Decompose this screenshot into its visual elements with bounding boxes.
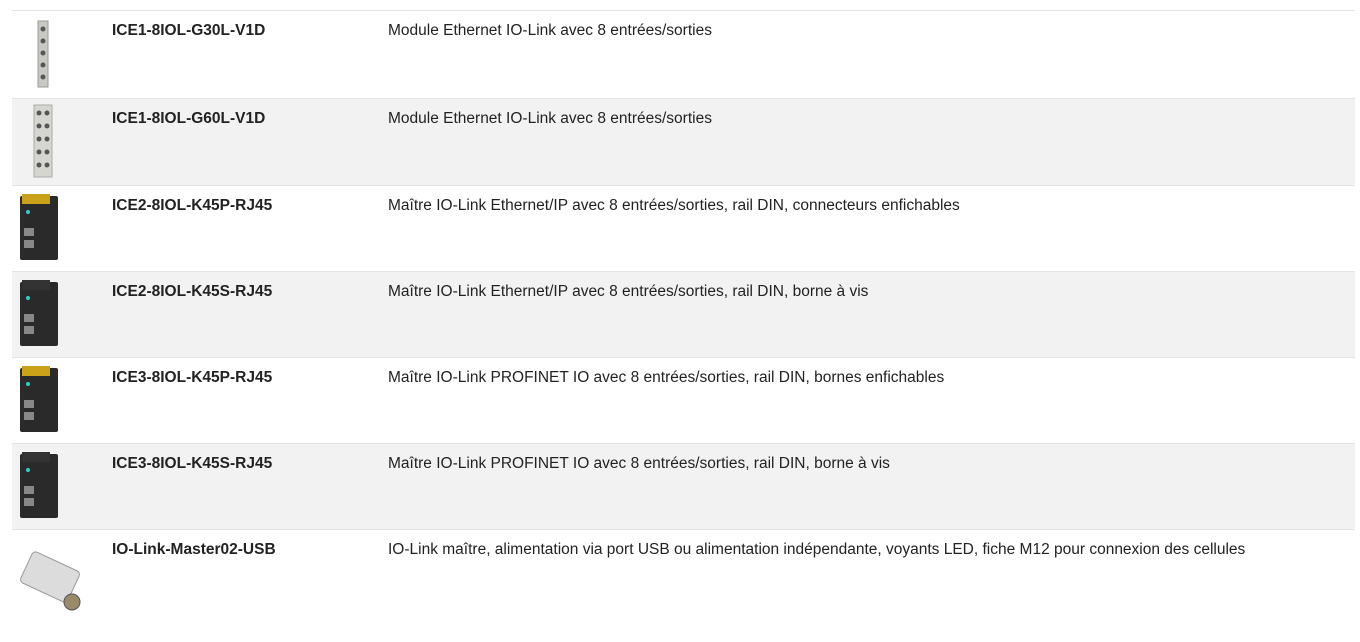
product-code-cell: ICE1-8IOL-G60L-V1D: [112, 99, 388, 186]
rj45: [24, 486, 34, 494]
port: [41, 51, 46, 56]
product-table-wrapper: ICE1-8IOL-G30L-V1D Module Ethernet IO-Lin…: [12, 10, 1355, 642]
image-cell: [12, 444, 112, 530]
product-description: Module Ethernet IO-Link avec 8 entrées/s…: [388, 110, 712, 127]
product-table: ICE1-8IOL-G30L-V1D Module Ethernet IO-Lin…: [12, 10, 1355, 642]
product-description-cell: Maître IO-Link Ethernet/IP avec 8 entrée…: [388, 186, 1355, 272]
product-code: ICE2-8IOL-K45S-RJ45: [112, 283, 272, 300]
terminals: [22, 194, 50, 204]
product-row: ICE2-8IOL-K45P-RJ45 Maître IO-Link Ethern…: [12, 186, 1355, 272]
port: [41, 63, 46, 68]
product-code: ICE3-8IOL-K45P-RJ45: [112, 369, 272, 386]
product-row: ICE3-8IOL-K45S-RJ45 Maître IO-Link PROFIN…: [12, 444, 1355, 530]
led: [26, 382, 30, 386]
port: [37, 111, 42, 116]
image-cell: [12, 530, 112, 642]
product-description-cell: IO-Link maître, alimentation via port US…: [388, 530, 1355, 642]
image-cell: [12, 11, 112, 99]
product-code-cell: ICE3-8IOL-K45P-RJ45: [112, 358, 388, 444]
rj45: [24, 314, 34, 322]
m12-connector: [64, 594, 80, 610]
port: [45, 163, 50, 168]
product-image: [12, 11, 112, 98]
product-description: Maître IO-Link PROFINET IO avec 8 entrée…: [388, 369, 944, 386]
port: [45, 137, 50, 142]
product-description: Maître IO-Link PROFINET IO avec 8 entrée…: [388, 455, 890, 472]
terminals: [22, 280, 50, 290]
product-code-cell: ICE1-8IOL-G30L-V1D: [112, 11, 388, 99]
rj45: [24, 326, 34, 334]
product-description: Maître IO-Link Ethernet/IP avec 8 entrée…: [388, 283, 868, 300]
led: [26, 468, 30, 472]
port: [37, 163, 42, 168]
product-image: [12, 99, 112, 185]
port: [45, 111, 50, 116]
product-image: [12, 530, 112, 642]
product-code: ICE1-8IOL-G60L-V1D: [112, 110, 265, 127]
image-cell: [12, 272, 112, 358]
product-description-cell: Maître IO-Link Ethernet/IP avec 8 entrée…: [388, 272, 1355, 358]
rj45: [24, 400, 34, 408]
product-image: [12, 272, 112, 357]
led: [26, 210, 30, 214]
image-cell: [12, 186, 112, 272]
product-description: Module Ethernet IO-Link avec 8 entrées/s…: [388, 22, 712, 39]
port: [37, 150, 42, 155]
port: [37, 124, 42, 129]
port: [41, 75, 46, 80]
rj45: [24, 228, 34, 236]
rj45: [24, 240, 34, 248]
product-description-cell: Maître IO-Link PROFINET IO avec 8 entrée…: [388, 444, 1355, 530]
table-body: ICE1-8IOL-G30L-V1D Module Ethernet IO-Lin…: [12, 11, 1355, 642]
port: [45, 150, 50, 155]
product-image: [12, 444, 112, 529]
product-code: IO-Link-Master02-USB: [112, 541, 276, 558]
product-row: IO-Link-Master02-USB IO-Link maître, alim…: [12, 530, 1355, 642]
port: [45, 124, 50, 129]
product-description-cell: Maître IO-Link PROFINET IO avec 8 entrée…: [388, 358, 1355, 444]
product-code-cell: IO-Link-Master02-USB: [112, 530, 388, 642]
product-description: Maître IO-Link Ethernet/IP avec 8 entrée…: [388, 197, 960, 214]
product-description-cell: Module Ethernet IO-Link avec 8 entrées/s…: [388, 99, 1355, 186]
image-cell: [12, 358, 112, 444]
product-code-cell: ICE3-8IOL-K45S-RJ45: [112, 444, 388, 530]
rj45: [24, 412, 34, 420]
led: [26, 296, 30, 300]
terminals: [22, 452, 50, 462]
product-code: ICE3-8IOL-K45S-RJ45: [112, 455, 272, 472]
rj45: [24, 498, 34, 506]
product-row: ICE1-8IOL-G60L-V1D Module Ethernet IO-Lin…: [12, 99, 1355, 186]
image-cell: [12, 99, 112, 186]
product-code-cell: ICE2-8IOL-K45P-RJ45: [112, 186, 388, 272]
product-code-cell: ICE2-8IOL-K45S-RJ45: [112, 272, 388, 358]
product-row: ICE3-8IOL-K45P-RJ45 Maître IO-Link PROFIN…: [12, 358, 1355, 444]
product-image: [12, 186, 112, 271]
product-description-cell: Module Ethernet IO-Link avec 8 entrées/s…: [388, 11, 1355, 99]
port: [41, 39, 46, 44]
product-description: IO-Link maître, alimentation via port US…: [388, 541, 1245, 558]
product-code: ICE2-8IOL-K45P-RJ45: [112, 197, 272, 214]
product-row: ICE1-8IOL-G30L-V1D Module Ethernet IO-Lin…: [12, 11, 1355, 99]
port: [37, 137, 42, 142]
product-row: ICE2-8IOL-K45S-RJ45 Maître IO-Link Ethern…: [12, 272, 1355, 358]
terminals: [22, 366, 50, 376]
port: [41, 27, 46, 32]
module-body: [34, 105, 52, 177]
product-image: [12, 358, 112, 443]
product-code: ICE1-8IOL-G30L-V1D: [112, 22, 265, 39]
